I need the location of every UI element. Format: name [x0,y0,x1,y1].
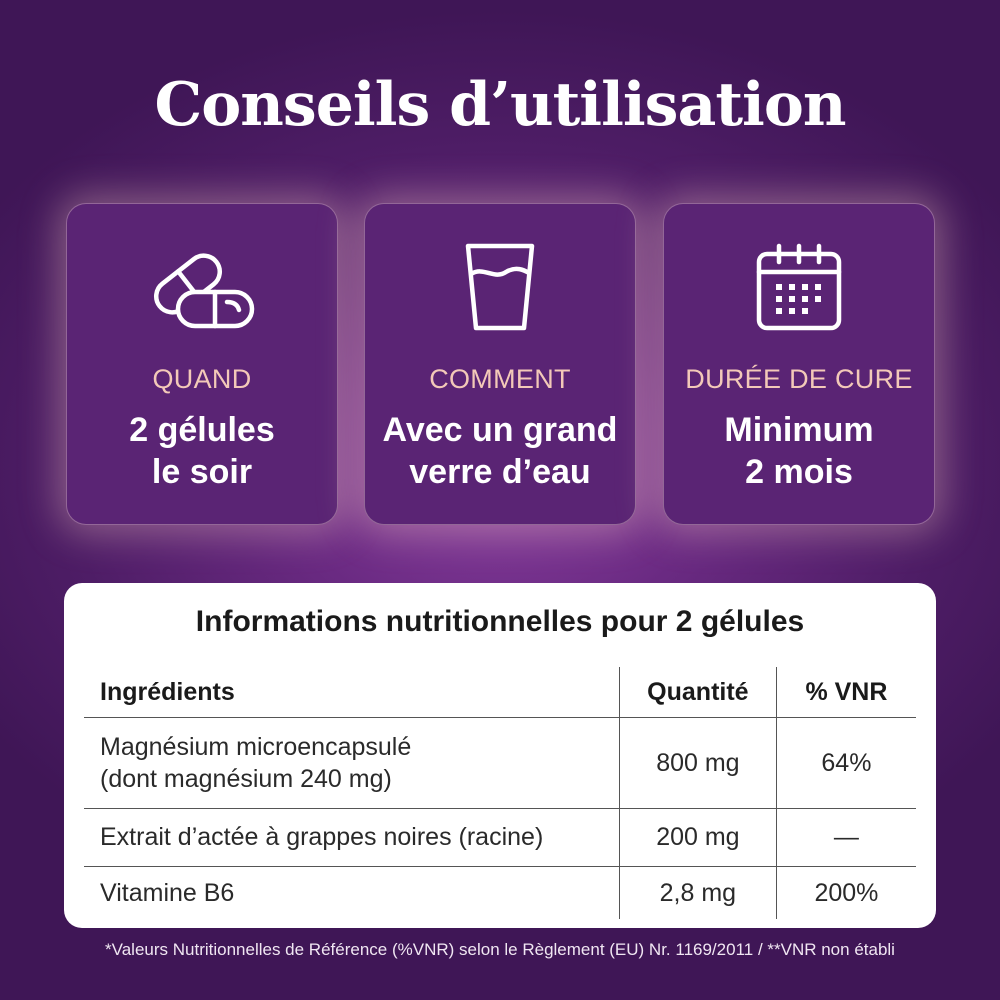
card-value-line: verre d’eau [409,453,591,491]
table-header-row: Ingrédients Quantité % VNR [84,667,916,718]
card-value-line: 2 gélules [129,411,275,449]
nutrition-panel: Informations nutritionnelles pour 2 gélu… [64,583,936,928]
header-ingredients: Ingrédients [84,667,620,718]
ingredient-cell: Magnésium microencapsulé (dont magnésium… [84,717,620,809]
quantity-cell: 800 mg [618,717,777,809]
quantity-cell: 2,8 mg [618,866,777,919]
ingredient-cell: Extrait d’actée à grappes noires (racine… [84,808,620,867]
ingredient-cell: Vitamine B6 [100,878,235,907]
card-value-line: 2 mois [745,453,853,491]
table-row: Extrait d’actée à grappes noires (racine… [84,808,916,867]
nutrition-title: Informations nutritionnelles pour 2 gélu… [195,605,805,638]
card-value-line: Minimum [724,411,874,449]
vnr-cell: 64% [775,717,916,809]
card-label: COMMENT [429,364,571,394]
card-value: 2 gélules le soir [67,409,337,493]
capsules-icon [67,240,337,340]
calendar-icon [664,240,934,340]
card-value-line: le soir [151,453,253,491]
card-duree: DURÉE DE CURE Minimum 2 mois [663,203,935,525]
card-label: QUAND [152,364,252,394]
nutrition-table: Ingrédients Quantité % VNR Magnésium mic… [84,667,916,919]
footnote: *Valeurs Nutritionnelles de Référence (%… [105,940,895,959]
quantity-cell: 200 mg [618,808,777,867]
card-value: Minimum 2 mois [664,409,934,493]
vnr-cell: — [775,808,916,867]
ingredient-name: Magnésium microencapsulé [100,733,412,761]
card-label: DURÉE DE CURE [685,364,913,394]
table-row: Magnésium microencapsulé (dont magnésium… [84,717,916,809]
table-row: Vitamine B6 2,8 mg 200% [84,866,916,919]
card-value: Avec un grand verre d’eau [365,409,635,493]
page-title: Conseils d’utilisation [154,70,847,140]
card-comment: COMMENT Avec un grand verre d’eau [364,203,636,525]
header-quantity: Quantité [618,667,777,718]
water-glass-icon [365,240,635,340]
vnr-cell: 200% [775,866,916,919]
header-vnr: % VNR [775,667,916,718]
card-value-line: Avec un grand [382,411,618,449]
ingredient-detail: (dont magnésium 240 mg) [100,765,392,793]
card-quand: QUAND 2 gélules le soir [66,203,338,525]
